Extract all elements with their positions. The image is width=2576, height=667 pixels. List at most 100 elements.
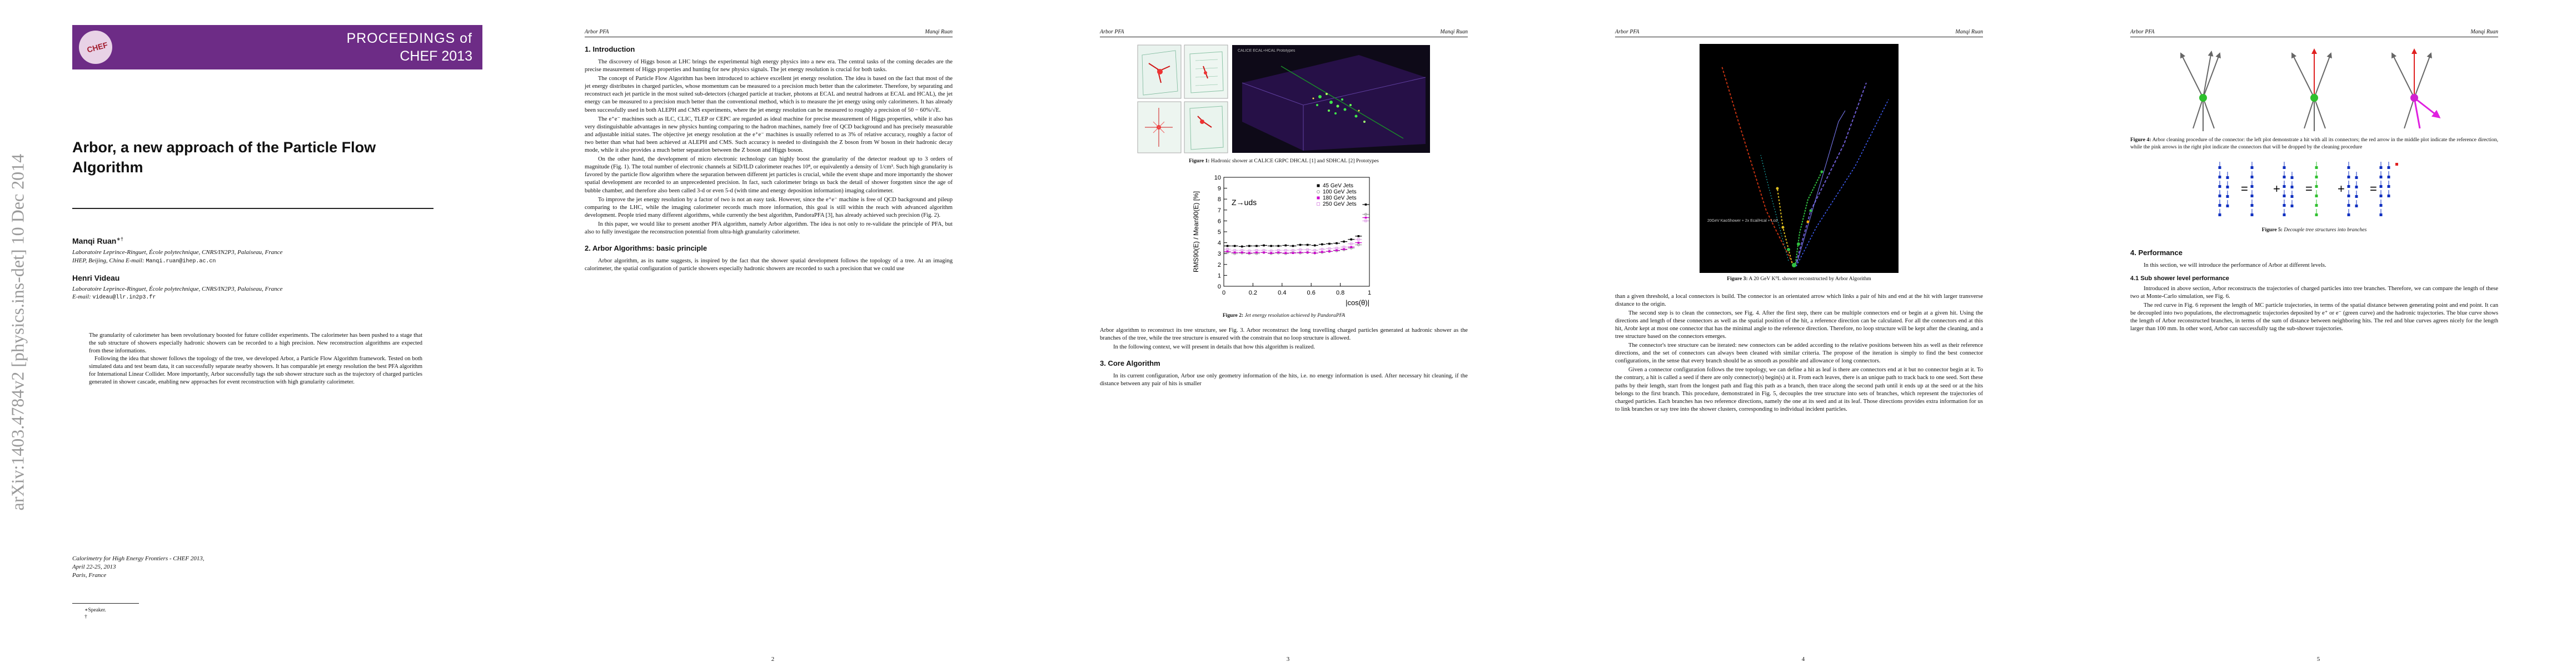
figure-1-caption: Figure 1: Hadronic shower at CALICE GRPC…: [1100, 158, 1468, 165]
section-heading-performance: 4. Performance: [2130, 248, 2183, 257]
decoupling-operator: +: [2273, 182, 2280, 196]
conference-location: Paris, France: [72, 572, 107, 579]
section-heading-core-algorithm: 3. Core Algorithm: [1100, 359, 1160, 368]
abstract: The granularity of calorimeter has been …: [89, 332, 422, 386]
prototype-panel-bottomright: [1184, 101, 1228, 153]
data-point: [1328, 242, 1331, 245]
header-right: Manqi Ruan: [1440, 29, 1468, 35]
figure-3-caption: Figure 3: A 20 GeV K⁰L shower reconstruc…: [1615, 276, 1983, 283]
footnote-dagger: †: [84, 614, 87, 620]
data-point: [1263, 244, 1265, 246]
figure-2-label: Figure 2:: [1222, 312, 1244, 318]
legend-marker: [1317, 196, 1320, 199]
connector-plot-middle: [2291, 48, 2332, 131]
tree-hit: [2218, 204, 2221, 207]
data-point: [1336, 242, 1338, 244]
running-header: Arbor PFA Manqi Ruan: [585, 29, 953, 37]
tree-hit: [2283, 185, 2286, 188]
tree-hit: [2355, 186, 2358, 188]
kaon-shower-tree: [1721, 66, 1889, 267]
figure-3-caption-text: A 20 GeV K⁰L shower reconstructed by Arb…: [1748, 276, 1871, 282]
header-left: Arbor PFA: [2130, 29, 2155, 35]
author-1-name: Manqi Ruan: [72, 236, 117, 246]
tree-hit: [2283, 195, 2286, 197]
x-tick-label: 0.4: [1278, 290, 1286, 296]
paragraph: The second step is to clean the connecto…: [1615, 310, 1983, 340]
prototype-panel-topright: [1184, 44, 1228, 99]
data-point: [1277, 248, 1280, 252]
paragraph: than a given threshold, a local connecto…: [1615, 293, 1983, 307]
tree-hit: [2250, 176, 2254, 178]
connector-plot-right: [2391, 48, 2441, 129]
data-point: [1328, 250, 1331, 252]
conference-info: Calorimetry for High Energy Frontiers - …: [72, 555, 205, 580]
tree-hit: [2347, 213, 2350, 216]
page-number: 3: [1286, 656, 1290, 663]
data-point: [1233, 251, 1236, 253]
data-point: [1321, 250, 1323, 253]
author-1-email[interactable]: Manqi.ruan@ihep.ac.cn: [146, 258, 216, 265]
author-2-name: Henri Videau: [72, 273, 120, 282]
figure-4-image: [2180, 48, 2441, 131]
y-tick-label: 0: [1218, 283, 1221, 290]
decoupling-operator: =: [2370, 182, 2377, 196]
data-point: [1313, 248, 1317, 252]
legend-marker: [1317, 190, 1320, 193]
plot-frame: [1223, 177, 1370, 286]
data-point: [1226, 247, 1229, 251]
y-tick-label: 3: [1218, 251, 1221, 257]
figure-5-caption-text: Decouple tree structures into branches: [2284, 227, 2367, 233]
header-left: Arbor PFA: [1100, 29, 1124, 35]
paragraph: To improve the jet energy resolution by …: [585, 196, 953, 218]
data-point: [1226, 245, 1229, 247]
data-point: [1263, 251, 1265, 253]
x-tick-label: 0: [1222, 290, 1225, 296]
section-heading-introduction: 1. Introduction: [585, 45, 635, 53]
decoupling-operator: +: [2338, 182, 2345, 196]
connector-plot-left: [2180, 51, 2221, 131]
paragraph: Arbor algorithm, as its name suggests, i…: [585, 258, 953, 272]
prototype-panel-topleft: [1137, 44, 1182, 99]
header-right: Manqi Ruan: [1955, 29, 1983, 35]
data-point: [1321, 243, 1323, 245]
tree-hit: [2315, 185, 2318, 188]
abstract-paragraph-1: The granularity of calorimeter has been …: [89, 332, 422, 354]
data-point: [1306, 243, 1309, 246]
data-point: [1277, 245, 1280, 247]
author-2-email[interactable]: videau@llr.in2p3.fr: [92, 295, 156, 301]
paragraph: The connector's tree structure can be it…: [1615, 342, 1983, 365]
legend-marker: [1317, 184, 1320, 187]
legend-label: 180 GeV Jets: [1323, 195, 1357, 201]
tree-hit: [2315, 166, 2318, 169]
figure-1-caption-text: Hadronic shower at CALICE GRPC DHCAL [1]…: [1210, 158, 1379, 164]
tree-hit: [2218, 166, 2221, 169]
paragraph: The discovery of Higgs boson at LHC brin…: [585, 59, 953, 73]
conference-name: Calorimetry for High Energy Frontiers - …: [72, 555, 205, 562]
data-point: [1364, 219, 1367, 222]
data-point: [1342, 245, 1346, 248]
paper-page-2: Arbor PFA Manqi Ruan 1. Introduction The …: [515, 0, 1030, 667]
figure-5-image: = + = + =: [2218, 162, 2398, 216]
data-point: [1306, 248, 1309, 251]
figure-2-caption-text: Jet energy resolution achieved by Pandor…: [1244, 312, 1346, 318]
x-tick-label: 1: [1368, 290, 1371, 296]
author-1-marks: ∗†: [116, 236, 123, 242]
tree-hit: [2226, 195, 2229, 198]
data-point: [1226, 250, 1229, 252]
data-point: [1350, 238, 1353, 241]
tree-hit: [2347, 176, 2350, 178]
decoupling-operator: =: [2305, 182, 2313, 196]
tree-hit: [2379, 166, 2383, 169]
data-point: [1255, 251, 1258, 253]
data-point: [1306, 251, 1309, 253]
data-point: [1364, 212, 1367, 216]
paragraph: Introduced in above section, Arbor recon…: [2130, 285, 2498, 300]
data-point: [1357, 241, 1360, 243]
tree-hit: [2347, 185, 2350, 188]
arxiv-id: arXiv:1403.4784v2 [physics.ins-det] 10 D…: [7, 153, 28, 511]
y-tick-label: 1: [1218, 272, 1221, 279]
paragraph: The concept of Particle Flow Algorithm h…: [585, 76, 953, 113]
data-point: [1357, 235, 1360, 237]
paragraph: On the other hand, the development of mi…: [585, 156, 953, 194]
y-axis-label: RMS90(E) / Mean90(E) [%]: [1192, 191, 1200, 272]
